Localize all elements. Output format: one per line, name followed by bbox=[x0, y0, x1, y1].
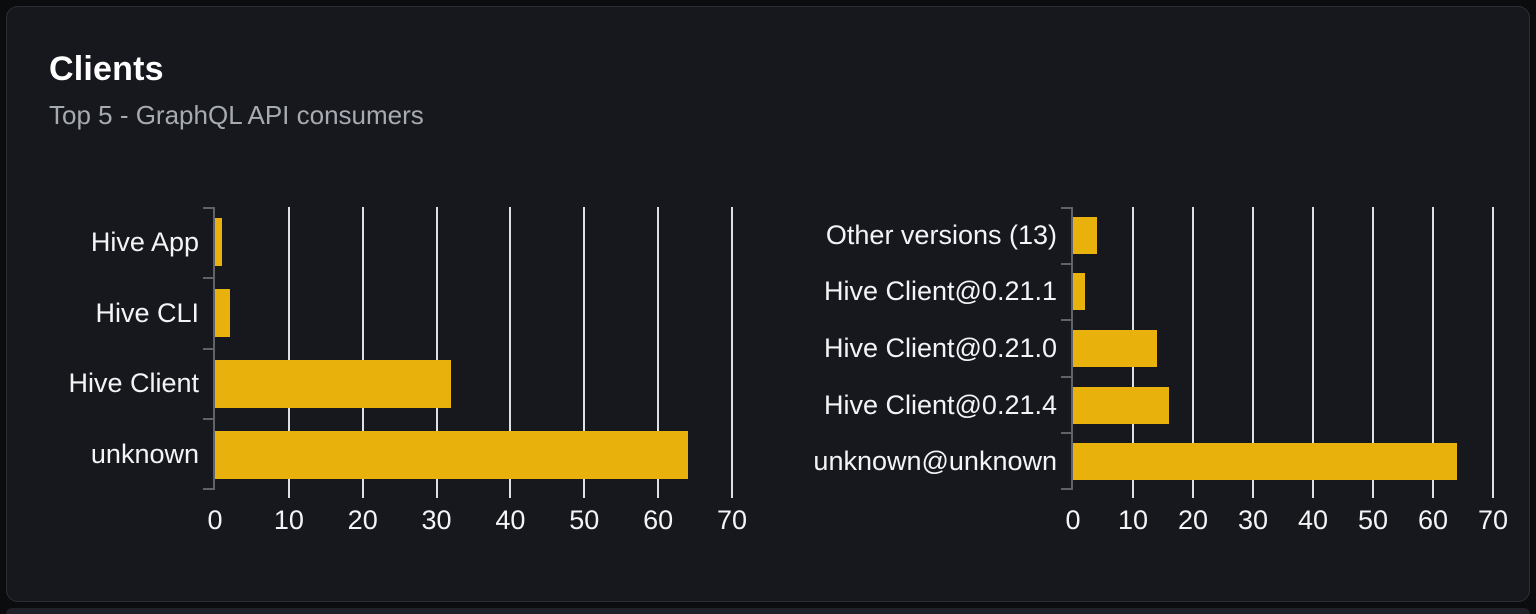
y-axis bbox=[1071, 207, 1073, 490]
x-axis-tick bbox=[1312, 490, 1314, 498]
x-tick-label: 60 bbox=[1417, 505, 1449, 535]
x-tick-label: 40 bbox=[495, 505, 526, 535]
bar bbox=[215, 359, 452, 408]
y-axis-tick bbox=[1061, 262, 1071, 265]
x-tick-label: 70 bbox=[1477, 505, 1509, 535]
category-label: Hive Client@0.21.0 bbox=[823, 332, 1057, 363]
x-tick-label: 50 bbox=[1357, 505, 1389, 535]
category-label: Hive Client@0.21.1 bbox=[823, 276, 1057, 307]
gridline bbox=[1312, 207, 1314, 490]
gridline bbox=[657, 207, 660, 490]
bar bbox=[215, 430, 688, 479]
x-axis-tick bbox=[1372, 490, 1374, 498]
x-tick-label: 40 bbox=[1297, 505, 1329, 535]
gridline bbox=[1492, 207, 1494, 490]
gridline bbox=[1252, 207, 1254, 490]
bar bbox=[1073, 216, 1097, 254]
bar bbox=[215, 218, 223, 267]
x-tick-label: 0 bbox=[1065, 505, 1081, 535]
plot-area: 0 10 20 30 40 50 60 70 Hive App Hive CLI Hive Clie… bbox=[68, 207, 747, 534]
bar bbox=[1073, 330, 1157, 367]
y-axis-tick bbox=[1061, 432, 1071, 435]
x-axis-tick bbox=[657, 490, 660, 498]
category-label: unknown@unknown bbox=[813, 446, 1057, 477]
clients-by-name-chart: 0 10 20 30 40 50 60 70 Hive App Hive CLI Hive Clie… bbox=[68, 207, 747, 534]
x-axis-tick bbox=[1432, 490, 1434, 498]
bar bbox=[1073, 386, 1169, 424]
gridline bbox=[1432, 207, 1434, 490]
x-axis-tick bbox=[287, 490, 290, 498]
x-tick-label: 60 bbox=[643, 505, 674, 535]
gridline bbox=[287, 207, 290, 490]
plot-area: 0 10 20 30 40 50 60 70 Other versions (13) Hive C… bbox=[813, 207, 1508, 534]
panel-header: Clients Top 5 - GraphQL API consumers bbox=[49, 51, 424, 129]
x-tick-label: 10 bbox=[273, 505, 304, 535]
y-axis-tick bbox=[203, 347, 213, 350]
category-label: Hive Client bbox=[68, 368, 199, 399]
x-tick-label: 10 bbox=[1117, 505, 1149, 535]
y-axis-tick bbox=[203, 276, 213, 279]
category-label: Hive CLI bbox=[95, 297, 199, 328]
x-tick-label: 20 bbox=[1177, 505, 1209, 535]
gridline bbox=[731, 207, 733, 490]
x-tick-label: 0 bbox=[207, 505, 223, 535]
x-tick-label: 70 bbox=[716, 505, 748, 535]
x-axis-tick bbox=[435, 490, 438, 498]
y-axis-tick bbox=[1061, 207, 1071, 209]
category-label: Other versions (13) bbox=[825, 219, 1057, 250]
y-axis bbox=[213, 207, 215, 490]
y-axis-tick bbox=[1061, 488, 1071, 490]
category-label: unknown bbox=[90, 439, 199, 470]
gridline bbox=[1372, 207, 1374, 490]
x-axis-tick bbox=[583, 490, 586, 498]
y-axis-tick bbox=[203, 207, 213, 209]
x-tick-label: 20 bbox=[347, 505, 378, 535]
clients-by-version-chart: 0 10 20 30 40 50 60 70 Other versions (13) Hive C… bbox=[813, 207, 1508, 534]
gridline bbox=[361, 207, 364, 490]
gridline bbox=[435, 207, 438, 490]
y-axis-tick bbox=[203, 488, 213, 490]
bar bbox=[1073, 443, 1457, 481]
x-axis-tick bbox=[731, 490, 733, 498]
clients-panel: Clients Top 5 - GraphQL API consumers bbox=[6, 6, 1530, 602]
panel-subtitle: Top 5 - GraphQL API consumers bbox=[49, 100, 424, 130]
x-axis-tick bbox=[1252, 490, 1254, 498]
category-label: Hive Client@0.21.4 bbox=[823, 389, 1057, 420]
x-axis-tick bbox=[1132, 490, 1134, 498]
y-axis-tick bbox=[1061, 319, 1071, 322]
gridline bbox=[1192, 207, 1194, 490]
category-label: Hive App bbox=[90, 226, 199, 257]
x-axis-tick bbox=[361, 490, 364, 498]
bar bbox=[1073, 273, 1085, 311]
x-tick-label: 30 bbox=[1237, 505, 1269, 535]
x-axis-tick bbox=[1492, 490, 1494, 498]
x-axis-tick bbox=[1192, 490, 1194, 498]
bar bbox=[215, 289, 230, 338]
y-axis-tick bbox=[1061, 375, 1071, 378]
gridline bbox=[509, 207, 512, 490]
x-tick-label: 50 bbox=[569, 505, 600, 535]
x-axis-tick bbox=[509, 490, 512, 498]
next-panel-edge bbox=[6, 608, 1530, 614]
panel-title: Clients bbox=[49, 50, 164, 88]
gridline bbox=[583, 207, 586, 490]
y-axis-tick bbox=[203, 418, 213, 421]
x-tick-label: 30 bbox=[421, 505, 452, 535]
